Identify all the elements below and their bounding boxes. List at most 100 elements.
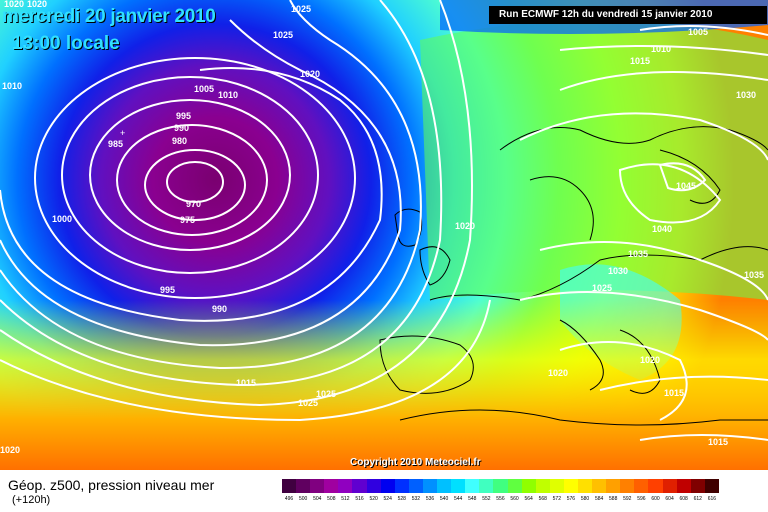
- color-scale-value: 592: [623, 496, 632, 502]
- color-scale-swatch: [662, 479, 677, 493]
- color-scale-value: 576: [566, 496, 576, 502]
- color-scale-swatch: [366, 479, 381, 493]
- color-scale-value: 608: [679, 496, 688, 502]
- isobar-995: [34, 57, 356, 299]
- isobar-1010-ne: [559, 45, 768, 56]
- isobar-label: 1010: [2, 81, 22, 91]
- legend-title: Géop. z500, pression niveau mer: [8, 477, 215, 493]
- color-scale-labels: 496 500 504 508 512 516 520 524 528 532 536 540 544 5…: [282, 496, 719, 502]
- color-scale-value: 520: [369, 496, 378, 502]
- isobar-label: 1035: [744, 270, 764, 280]
- color-scale-swatch: [282, 479, 297, 493]
- isobar-1035-east: [519, 112, 768, 161]
- isobar-1020-trough: [559, 341, 688, 421]
- isobar-label: 1040: [652, 224, 672, 234]
- color-scale-value: 532: [411, 496, 421, 502]
- color-scale-value: 512: [341, 496, 350, 502]
- isobar-label: 1020: [0, 445, 20, 455]
- isobar-1025: [0, 299, 491, 422]
- isobar-label: 1025: [291, 4, 311, 14]
- isobar-label: 1005: [688, 27, 708, 37]
- color-scale-value: 508: [327, 496, 336, 502]
- isobar-label: 1045: [676, 181, 696, 191]
- isobar-label: 1025: [298, 398, 318, 408]
- color-scale-value: 612: [693, 496, 702, 502]
- color-scale-value: 552: [482, 496, 491, 502]
- color-scale-value: 584: [594, 496, 604, 502]
- isobar-label: 1015: [664, 388, 684, 398]
- isobar-label: 995: [160, 285, 175, 295]
- isobar-label: 1025: [592, 283, 612, 293]
- color-scale-swatch: [380, 479, 395, 493]
- model-run-info: Run ECMWF 12h du vendredi 15 janvier 201…: [489, 6, 767, 24]
- isobar-label: 990: [174, 123, 189, 133]
- color-scale-swatch: [296, 479, 311, 493]
- color-scale-swatch: [648, 479, 663, 493]
- color-scale-swatch: [408, 479, 423, 493]
- color-scale-swatch: [422, 479, 438, 493]
- color-scale-swatch: [592, 479, 607, 493]
- isobar-1015-se2: [639, 434, 768, 441]
- color-scale-value: 536: [425, 496, 435, 502]
- color-scale-swatch: [352, 479, 367, 493]
- isobar-label: 1020: [4, 0, 24, 9]
- color-scale-value: 564: [524, 496, 533, 502]
- legend-subtitle: (+120h): [12, 494, 51, 506]
- copyright-text: Copyright 2010 Meteociel.fr: [350, 457, 481, 468]
- color-scale-value: 616: [707, 496, 717, 502]
- color-scale-swatch: [634, 479, 649, 493]
- isobar-label: 1010: [651, 44, 671, 54]
- color-scale-swatch: [549, 479, 564, 493]
- color-scale-swatch: [507, 479, 522, 493]
- color-scale-value: 572: [552, 496, 561, 502]
- isobar-label: 1020: [455, 221, 475, 231]
- color-scale-value: 580: [580, 496, 590, 502]
- color-scale-swatch: [451, 479, 466, 493]
- color-scale-swatch: [690, 479, 705, 493]
- isobar-990: [61, 76, 319, 274]
- color-scale-value: 588: [609, 496, 618, 502]
- geopotential-east-green: [420, 20, 768, 300]
- isobar-label: 985: [108, 139, 123, 149]
- isobar-975: [144, 149, 246, 221]
- weather-map: 1025 1025 1020 1010 1005 1010 995 990 98…: [0, 0, 768, 470]
- isobar-label: 1015: [630, 56, 650, 66]
- isobar-1025-arc: [519, 291, 768, 341]
- color-scale-swatch: [493, 479, 508, 493]
- isobar-label: 1015: [708, 437, 728, 447]
- color-scale-value: 544: [454, 496, 463, 502]
- isobar-1000: [0, 67, 383, 322]
- isobar-970: [166, 161, 224, 203]
- color-scale-value: 604: [665, 496, 674, 502]
- color-scale-swatch: [310, 479, 325, 493]
- color-scale-value: 540: [439, 496, 449, 502]
- color-scale-value: 596: [637, 496, 646, 502]
- color-scale-value: 556: [496, 496, 505, 502]
- isobar-980: [116, 124, 268, 236]
- color-scale-value: 568: [538, 496, 547, 502]
- color-scale: [282, 479, 719, 493]
- geopotential-south-warm: [0, 300, 768, 470]
- isobar-label: 1025: [316, 389, 336, 399]
- isobar-label: 1030: [608, 266, 628, 276]
- color-scale-swatch: [676, 479, 691, 493]
- isobar-985: [89, 99, 291, 251]
- color-scale-value: 560: [510, 496, 519, 502]
- isobar-label: 1035: [628, 249, 648, 259]
- isobar-label: 1020: [27, 0, 47, 9]
- isobar-label: 1010: [218, 90, 238, 100]
- isobar-1015-se: [599, 375, 768, 391]
- color-scale-swatch: [535, 479, 550, 493]
- color-scale-value: 600: [651, 496, 660, 502]
- color-scale-swatch: [563, 479, 578, 493]
- isobar-1045-east: [658, 162, 707, 192]
- isobar-1020: [0, 0, 473, 407]
- isobars: [0, 0, 768, 440]
- color-scale-value: 516: [355, 496, 364, 502]
- isobar-label: 1020: [300, 69, 320, 79]
- isobar-label: 975: [180, 215, 195, 225]
- isobar-1005-ne: [639, 25, 768, 36]
- isobar-label: 970: [186, 199, 201, 209]
- low-center-marker: +: [120, 128, 125, 138]
- isobar-label: 1020: [640, 355, 660, 365]
